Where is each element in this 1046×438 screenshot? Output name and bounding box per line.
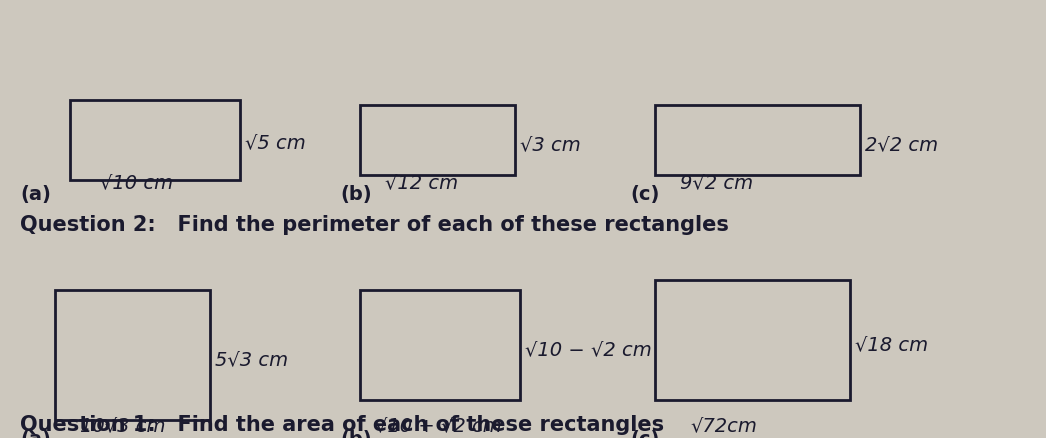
Text: Question 1:   Find the area of each of these rectangles: Question 1: Find the area of each of the… (20, 415, 664, 435)
Bar (655, 105, 860, 175)
Text: 10√3 cm: 10√3 cm (79, 416, 165, 435)
Text: Question 2:   Find the perimeter of each of these rectangles: Question 2: Find the perimeter of each o… (20, 215, 729, 235)
Text: √10 + √2 cm: √10 + √2 cm (376, 416, 502, 435)
Bar (360, 290, 520, 400)
Text: 2√2 cm: 2√2 cm (865, 135, 938, 155)
Bar (360, 105, 515, 175)
Text: √10 − √2 cm: √10 − √2 cm (525, 340, 652, 360)
Text: (b): (b) (340, 185, 371, 204)
Text: (a): (a) (20, 430, 51, 438)
Bar (70, 100, 240, 180)
Text: (b): (b) (340, 430, 371, 438)
Text: √12 cm: √12 cm (385, 173, 458, 192)
Text: √18 cm: √18 cm (855, 336, 928, 354)
Text: (c): (c) (630, 185, 659, 204)
Text: √5 cm: √5 cm (245, 134, 305, 152)
Text: (c): (c) (630, 430, 659, 438)
Text: 9√2 cm: 9√2 cm (680, 173, 753, 192)
Bar (55, 290, 210, 420)
Text: √3 cm: √3 cm (520, 135, 581, 155)
Text: (a): (a) (20, 185, 51, 204)
Text: 5√3 cm: 5√3 cm (215, 350, 288, 370)
Text: √10 cm: √10 cm (100, 173, 174, 192)
Text: √72cm: √72cm (690, 416, 757, 435)
Bar (655, 280, 850, 400)
